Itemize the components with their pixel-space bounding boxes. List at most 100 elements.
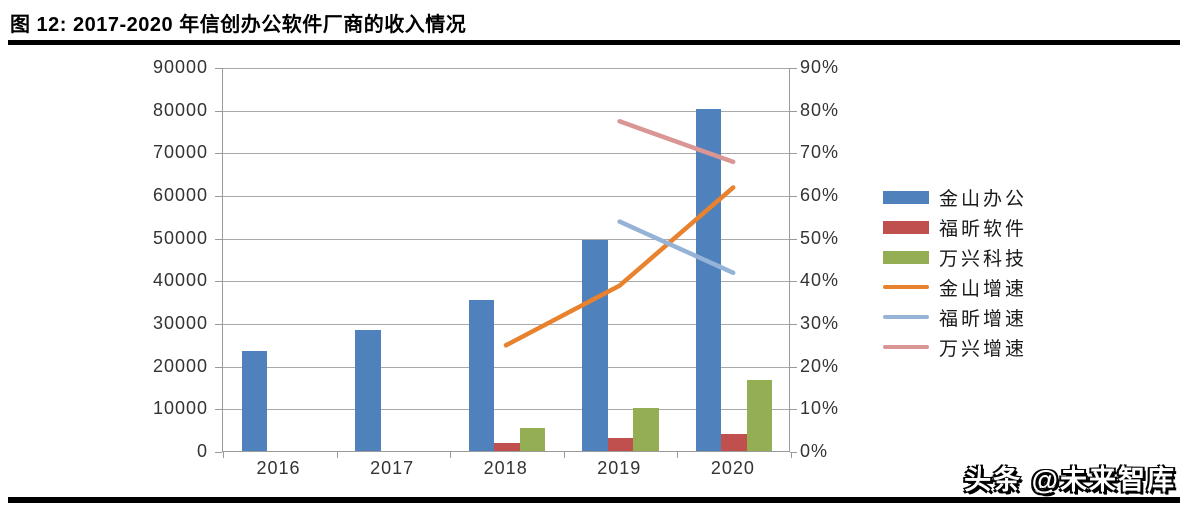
left-axis-tick-label: 70000 — [152, 142, 208, 163]
line-万兴增速 — [617, 119, 736, 165]
bar-福昕软件-2020 — [721, 433, 747, 451]
right-axis-tick-label: 40% — [800, 270, 840, 291]
legend-item-金山增速: 金山增速 — [883, 272, 1027, 302]
x-axis-label-2019: 2019 — [597, 458, 642, 478]
axis-tick — [215, 153, 222, 155]
bar-万兴科技-2019 — [633, 408, 659, 451]
axis-tick — [677, 452, 679, 458]
right-axis-tick-label: 10% — [800, 398, 840, 419]
x-axis-label-2016: 2016 — [256, 458, 301, 478]
axis-tick — [215, 68, 222, 69]
line-金山增速 — [503, 185, 736, 348]
bottom-rule — [8, 497, 1180, 503]
legend-label: 万兴增速 — [939, 338, 1028, 360]
axis-tick — [215, 452, 222, 453]
gridline — [223, 324, 789, 325]
right-axis-tick-label: 60% — [800, 185, 840, 205]
axis-tick — [215, 110, 222, 112]
gridline — [223, 238, 789, 240]
axis-tick — [790, 110, 797, 112]
x-axis-label-2020: 2020 — [710, 458, 755, 478]
bar-福昕软件-2018 — [494, 443, 520, 451]
legend-item-福昕增速: 福昕增速 — [883, 302, 1027, 332]
plot-area — [215, 68, 797, 458]
legend-item-金山办公: 金山办公 — [883, 182, 1027, 212]
axis-tick — [790, 366, 797, 368]
right-axis-tick-label: 30% — [800, 313, 840, 333]
legend-item-福昕软件: 福昕软件 — [883, 212, 1027, 242]
axis-tick — [563, 452, 565, 458]
axis-tick — [790, 281, 797, 283]
axis-tick — [215, 366, 222, 368]
right-axis-tick-label: 20% — [800, 355, 840, 376]
legend-swatch-bar — [883, 220, 929, 234]
axis-tick — [215, 409, 222, 411]
gridline — [223, 196, 789, 197]
right-axis-tick-label: 70% — [800, 142, 840, 163]
left-axis-tick-label: 30000 — [152, 313, 208, 333]
axis-tick — [223, 452, 224, 458]
axis-tick — [215, 324, 222, 325]
bar-万兴科技-2018 — [519, 427, 546, 451]
axis-tick — [215, 281, 222, 283]
legend-swatch-line — [883, 315, 929, 319]
right-axis-tick-label: 90% — [800, 57, 840, 77]
gridline — [223, 281, 789, 283]
gridline — [223, 153, 789, 155]
left-axis-tick-label: 40000 — [152, 270, 208, 291]
growth-line-layer — [503, 119, 736, 348]
left-axis-tick-label: 10000 — [152, 398, 208, 419]
legend-swatch-line — [883, 345, 929, 349]
right-axis-tick-label: 80% — [800, 99, 840, 120]
left-axis-tick-label: 90000 — [152, 57, 208, 77]
legend-item-万兴增速: 万兴增速 — [883, 332, 1027, 362]
axis-tick — [215, 238, 222, 240]
legend-swatch-bar — [883, 250, 929, 264]
axis-tick — [450, 452, 452, 458]
bar-福昕软件-2019 — [607, 438, 634, 451]
gridline — [223, 68, 789, 69]
legend-label: 福昕软件 — [939, 218, 1028, 240]
left-axis-tick-label: 20000 — [152, 355, 208, 376]
legend-swatch-line — [883, 285, 929, 289]
left-axis-tick-label: 60000 — [152, 185, 208, 205]
bar-金山办公-2018 — [468, 299, 495, 451]
legend-label: 金山增速 — [939, 278, 1028, 300]
axis-tick — [790, 153, 797, 155]
x-axis-label-2018: 2018 — [483, 458, 528, 478]
left-axis-tick-label: 80000 — [152, 99, 208, 120]
gridline — [223, 366, 789, 368]
left-axis-tick-label: 50000 — [152, 227, 208, 248]
legend-label: 福昕增速 — [939, 308, 1028, 330]
bar-金山办公-2016 — [241, 350, 268, 451]
watermark-text: 头条 @未来智库 — [964, 465, 1176, 495]
figure-title: 图 12: 2017-2020 年信创办公软件厂商的收入情况 — [10, 14, 467, 36]
line-福昕增速 — [617, 219, 736, 276]
axis-tick — [791, 452, 792, 458]
bar-金山办公-2020 — [695, 108, 722, 451]
chart-legend: 金山办公福昕软件万兴科技金山增速福昕增速万兴增速 — [883, 182, 1027, 362]
x-axis-label-2017: 2017 — [370, 458, 415, 478]
axis-tick — [790, 238, 797, 240]
gridline — [223, 110, 789, 112]
right-axis-tick-label: 0% — [800, 441, 829, 461]
title-divider-rule — [8, 40, 1180, 45]
legend-swatch-bar — [883, 190, 929, 204]
axis-tick — [790, 324, 797, 325]
bar-金山办公-2017 — [355, 329, 381, 451]
axis-tick — [790, 452, 797, 453]
bar-万兴科技-2020 — [746, 380, 773, 451]
axis-tick — [790, 409, 797, 411]
axis-tick — [336, 452, 338, 458]
legend-item-万兴科技: 万兴科技 — [883, 242, 1027, 272]
axis-tick — [790, 196, 797, 197]
legend-label: 万兴科技 — [939, 248, 1028, 270]
axis-tick — [790, 68, 797, 69]
legend-label: 金山办公 — [939, 188, 1028, 210]
bar-金山办公-2019 — [582, 239, 608, 451]
axis-tick — [215, 196, 222, 197]
gridline — [223, 409, 789, 411]
right-axis-tick-label: 50% — [800, 227, 840, 248]
left-axis-tick-label: 0 — [196, 441, 208, 461]
